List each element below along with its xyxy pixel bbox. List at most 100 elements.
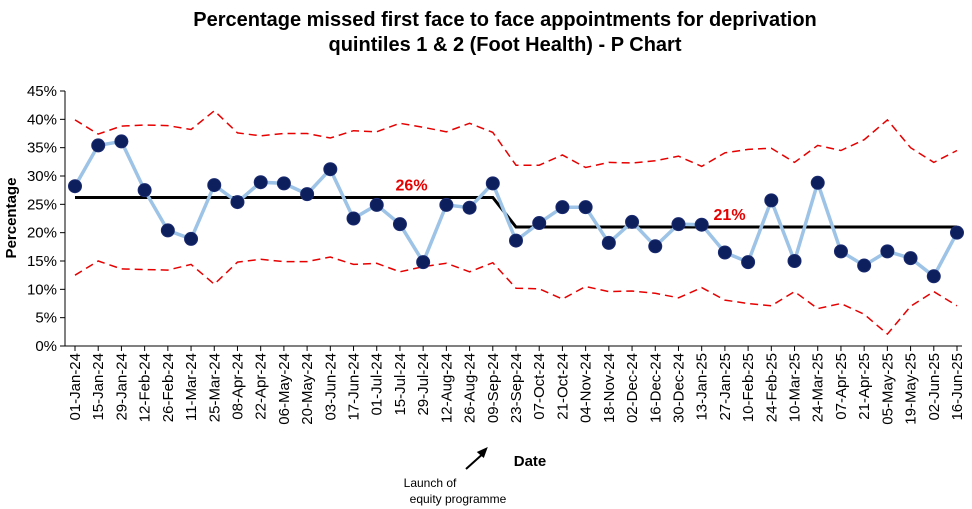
data-point bbox=[137, 183, 152, 198]
x-tick-label: 02-Dec-24 bbox=[624, 353, 641, 423]
data-point bbox=[926, 269, 941, 284]
data-point bbox=[810, 175, 825, 190]
x-tick-label: 30-Dec-24 bbox=[670, 353, 687, 423]
x-tick-label: 20-May-24 bbox=[299, 353, 316, 425]
x-tick-label: 09-Sep-24 bbox=[485, 353, 502, 423]
x-tick-label: 22-Apr-24 bbox=[253, 353, 270, 420]
data-point bbox=[392, 217, 407, 232]
data-point bbox=[532, 216, 547, 231]
chart-title-line2: quintiles 1 & 2 (Foot Health) - P Chart bbox=[329, 34, 682, 56]
data-point bbox=[91, 138, 106, 153]
mean-value-label: 21% bbox=[714, 207, 746, 224]
data-point bbox=[276, 176, 291, 191]
data-point bbox=[950, 225, 964, 240]
annotation-line1: Launch of bbox=[404, 476, 457, 490]
data-point bbox=[903, 251, 918, 266]
y-tick-label: 20% bbox=[27, 225, 57, 242]
data-point bbox=[160, 223, 175, 238]
y-tick-label: 45% bbox=[27, 83, 57, 100]
data-point bbox=[764, 193, 779, 208]
x-tick-label: 26-Aug-24 bbox=[462, 353, 479, 423]
x-tick-label: 11-Mar-24 bbox=[183, 353, 200, 421]
x-tick-label: 12-Aug-24 bbox=[438, 353, 455, 423]
data-point bbox=[253, 175, 268, 190]
x-tick-label: 01-Jul-24 bbox=[369, 353, 386, 416]
y-axis: 0% 5% 10% 15% 20% 25% 30% 35% 40% 45% bbox=[27, 83, 66, 355]
data-point bbox=[555, 200, 570, 215]
x-ticks: 01-Jan-24 15-Jan-24 29-Jan-24 12-Feb-24 26-F… bbox=[67, 346, 966, 425]
y-tick-label: 5% bbox=[35, 310, 57, 327]
mean-value-label: 26% bbox=[396, 178, 428, 195]
annotation-arrow bbox=[465, 452, 485, 470]
x-tick-label: 02-Jun-25 bbox=[926, 353, 943, 421]
annotation-arrowhead bbox=[476, 447, 488, 458]
y-tick-label: 25% bbox=[27, 196, 57, 213]
data-point bbox=[346, 211, 361, 226]
y-tick-label: 35% bbox=[27, 140, 57, 157]
data-point bbox=[416, 255, 431, 270]
data-point bbox=[717, 245, 732, 260]
x-tick-label: 19-May-25 bbox=[903, 353, 920, 425]
data-point bbox=[578, 200, 593, 215]
y-tick-label: 40% bbox=[27, 111, 57, 128]
data-point bbox=[439, 197, 454, 212]
data-point bbox=[369, 197, 384, 212]
x-tick-label: 16-Dec-24 bbox=[647, 353, 664, 423]
data-point bbox=[671, 217, 686, 232]
data-point bbox=[207, 178, 222, 193]
x-tick-label: 25-Mar-24 bbox=[206, 353, 223, 422]
x-tick-label: 27-Jan-25 bbox=[717, 353, 734, 421]
launch-annotation: Launch of equity programme bbox=[404, 447, 507, 506]
mean-labels: 26% 21% bbox=[396, 178, 746, 224]
x-tick-label: 16-Jun-25 bbox=[949, 353, 966, 421]
data-point bbox=[68, 179, 82, 194]
x-tick-label: 29-Jul-24 bbox=[415, 353, 432, 416]
mean-line bbox=[75, 196, 957, 229]
x-tick-label: 10-Feb-25 bbox=[740, 353, 757, 422]
y-tick-label: 30% bbox=[27, 168, 57, 185]
y-tick-label: 10% bbox=[27, 281, 57, 298]
percentage-line bbox=[73, 139, 959, 279]
x-tick-label: 12-Feb-24 bbox=[137, 353, 154, 422]
y-ticks: 0% 5% 10% 15% 20% 25% 30% 35% 40% 45% bbox=[27, 83, 65, 355]
x-tick-label: 21-Apr-25 bbox=[856, 353, 873, 420]
x-tick-label: 03-Jun-24 bbox=[322, 353, 339, 421]
y-tick-label: 0% bbox=[35, 338, 57, 355]
x-axis-label: Date bbox=[514, 453, 547, 470]
y-tick-label: 15% bbox=[27, 253, 57, 270]
x-tick-label: 23-Sep-24 bbox=[508, 353, 525, 423]
data-point bbox=[114, 134, 129, 149]
data-point bbox=[323, 162, 338, 177]
data-point bbox=[184, 231, 199, 246]
data-point bbox=[833, 244, 848, 259]
x-tick-label: 15-Jan-24 bbox=[90, 353, 107, 421]
x-tick-label: 24-Feb-25 bbox=[763, 353, 780, 422]
data-point bbox=[880, 244, 895, 259]
x-tick-label: 01-Jan-24 bbox=[67, 353, 84, 421]
x-tick-label: 07-Oct-24 bbox=[531, 353, 548, 420]
data-point bbox=[230, 195, 245, 210]
data-point bbox=[462, 200, 477, 215]
data-point bbox=[648, 239, 663, 254]
annotation-line2: equity programme bbox=[410, 492, 507, 506]
y-axis-label: Percentage bbox=[3, 178, 20, 259]
x-tick-label: 26-Feb-24 bbox=[160, 353, 177, 422]
chart-title-line1: Percentage missed first face to face app… bbox=[193, 9, 817, 31]
data-point bbox=[625, 214, 640, 229]
x-tick-label: 29-Jan-24 bbox=[113, 353, 130, 421]
data-point bbox=[300, 187, 315, 202]
x-tick-label: 21-Oct-24 bbox=[554, 353, 571, 420]
x-axis: 01-Jan-24 15-Jan-24 29-Jan-24 12-Feb-24 26-F… bbox=[65, 345, 966, 425]
x-tick-label: 06-May-24 bbox=[276, 353, 293, 425]
x-tick-label: 10-Mar-25 bbox=[787, 353, 804, 422]
data-point bbox=[694, 217, 709, 232]
x-tick-label: 17-Jun-24 bbox=[346, 353, 363, 421]
series-layer bbox=[68, 109, 964, 336]
data-point bbox=[741, 255, 756, 270]
upper-control-limit-line bbox=[74, 109, 958, 169]
x-tick-label: 04-Nov-24 bbox=[578, 353, 595, 423]
x-tick-label: 18-Nov-24 bbox=[601, 353, 618, 423]
x-tick-label: 24-Mar-25 bbox=[810, 353, 827, 422]
data-point bbox=[787, 254, 802, 268]
